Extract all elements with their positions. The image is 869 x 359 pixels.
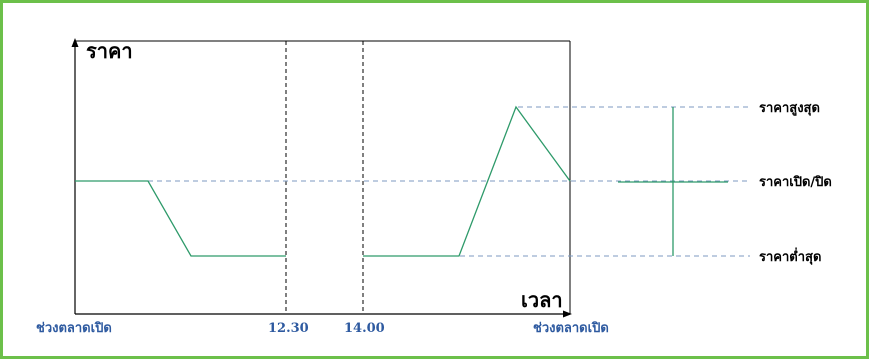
x-axis-label: เวลา [521, 288, 563, 312]
market-open-left-label: ช่วงตลาดเปิด [36, 321, 112, 336]
price-line-afternoon [363, 105, 571, 257]
high-price-label: ราคาสูงสุด [759, 101, 820, 116]
break-end-label: 14.00 [344, 321, 385, 336]
market-open-right-label: ช่วงตลาดเปิด [533, 321, 609, 336]
y-axis-label: ราคา [86, 39, 133, 63]
price-line-morning [75, 180, 286, 257]
open-close-price-label: ราคาเปิด/ปิด [759, 175, 832, 190]
x-axis-arrow-icon [563, 310, 572, 318]
low-price-label: ราคาต่ำสุด [759, 247, 821, 265]
y-axis-arrow-icon [71, 38, 79, 47]
break-start-label: 12.30 [268, 321, 309, 336]
